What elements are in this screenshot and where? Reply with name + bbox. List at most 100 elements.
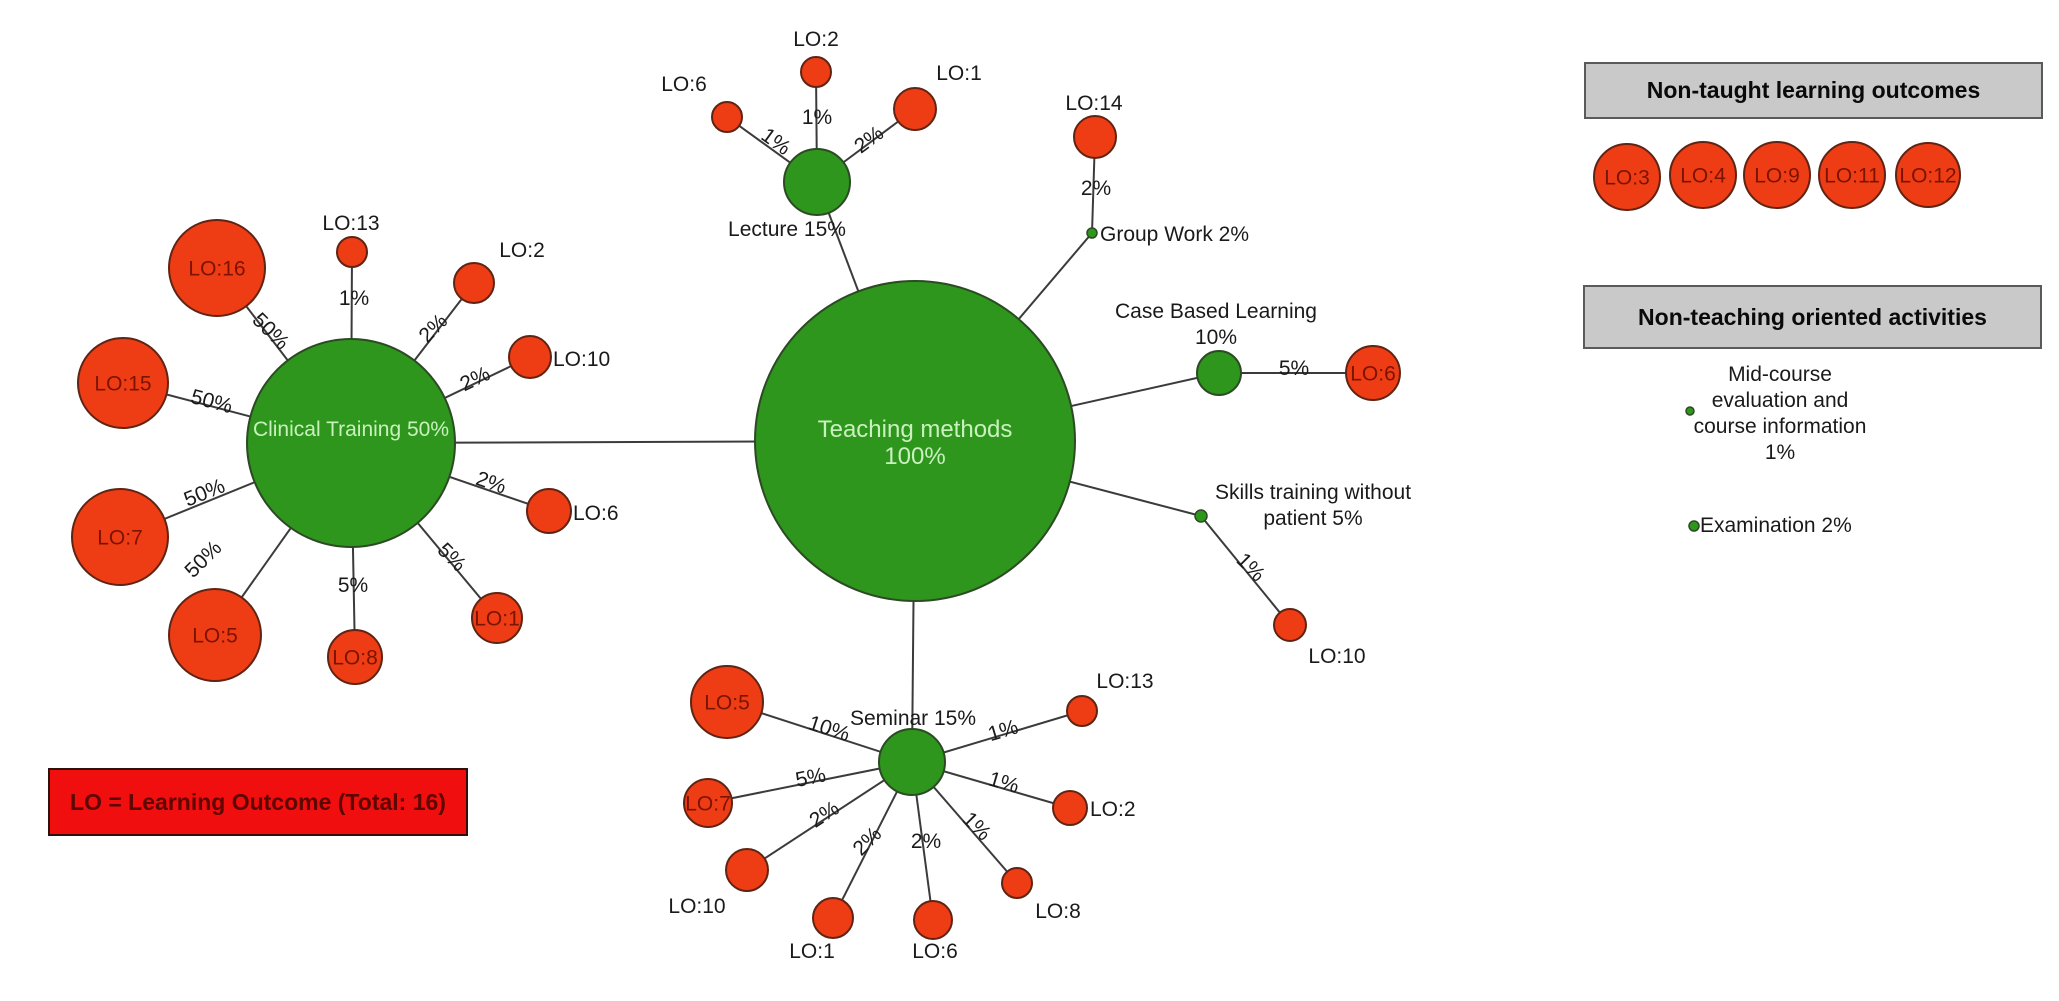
lo-legend-label: LO = Learning Outcome (Total: 16) bbox=[70, 788, 446, 815]
edge-percentage-label-seminar-se-lo1: 2% bbox=[849, 823, 887, 861]
midcourse-line-2: evaluation and bbox=[1711, 389, 1849, 412]
node-label-se-lo6: LO:6 bbox=[912, 940, 958, 963]
learning-outcome-circle-c-lo10 bbox=[508, 335, 552, 379]
node-label-nt-lo11: LO:11 bbox=[1824, 164, 1880, 187]
edge-percentage-label-cbl-cb-lo6: 5% bbox=[1279, 357, 1309, 380]
edge-percentage-label-skills-s-lo10: 1% bbox=[1232, 549, 1270, 587]
node-label-c-lo8: LO:8 bbox=[332, 646, 378, 669]
learning-outcome-circle-c-lo16 bbox=[168, 219, 266, 317]
node-label-c-lo16: LO:16 bbox=[188, 257, 245, 280]
learning-outcome-circle-g-lo14 bbox=[1073, 115, 1117, 159]
node-label-c-lo7: LO:7 bbox=[97, 526, 143, 549]
node-label-lecture: Lecture 15% bbox=[728, 218, 846, 241]
node-label-se-lo8: LO:8 bbox=[1035, 900, 1081, 923]
node-label-se-lo1: LO:1 bbox=[789, 940, 835, 963]
edge-percentage-label-seminar-se-lo8: 1% bbox=[958, 808, 996, 846]
node-label-l-lo6: LO:6 bbox=[661, 73, 707, 96]
node-label-nt-lo4: LO:4 bbox=[1680, 164, 1726, 187]
midcourse-line-3: course information bbox=[1693, 415, 1867, 438]
node-label-se-lo13: LO:13 bbox=[1096, 670, 1153, 693]
node-label-se-lo7: LO:7 bbox=[685, 792, 731, 815]
edge-percentage-label-clinical-c-lo2: 2% bbox=[415, 310, 453, 348]
node-label-g-lo14: LO:14 bbox=[1065, 92, 1123, 115]
node-label-se-lo2: LO:2 bbox=[1090, 798, 1136, 821]
learning-outcome-circle-c-lo7 bbox=[71, 488, 169, 586]
edge-percentage-label-clinical-c-lo8: 5% bbox=[338, 574, 368, 597]
edge-percentage-label-clinical-c-lo16: 50% bbox=[248, 308, 294, 354]
non-taught-header: Non-taught learning outcomes bbox=[1584, 62, 2043, 119]
node-label-se-lo5: LO:5 bbox=[704, 691, 750, 714]
edge-percentage-label-clinical-c-lo7: 50% bbox=[181, 474, 229, 511]
learning-outcome-circle-se-lo8 bbox=[1001, 867, 1033, 899]
learning-outcome-circle-nt-lo12 bbox=[1895, 142, 1961, 208]
non-teaching-header: Non-teaching oriented activities bbox=[1583, 285, 2042, 349]
node-label-teaching: Teaching methods 100% bbox=[818, 416, 1013, 470]
node-label-skills: Skills training without patient 5% bbox=[1215, 481, 1411, 530]
edge-seminar-se-lo7 bbox=[707, 761, 913, 804]
activity-node-skills bbox=[1194, 509, 1208, 523]
node-label-c-lo6: LO:6 bbox=[573, 502, 619, 525]
node-label-nt-lo12: LO:12 bbox=[1899, 164, 1956, 187]
learning-outcome-circle-se-lo2 bbox=[1052, 790, 1088, 826]
edge-percentage-label-clinical-c-lo10: 2% bbox=[457, 362, 494, 396]
learning-outcome-circle-se-lo7 bbox=[683, 778, 733, 828]
edge-percentage-label-seminar-se-lo5: 10% bbox=[805, 711, 852, 746]
node-label-se-lo10: LO:10 bbox=[668, 895, 725, 918]
activity-node-cbl bbox=[1196, 350, 1242, 396]
node-label-nt-lo9: LO:9 bbox=[1754, 164, 1800, 187]
node-label-seminar: Seminar 15% bbox=[850, 707, 976, 730]
learning-outcome-circle-c-lo6 bbox=[526, 488, 572, 534]
edge-percentage-label-lecture-l-lo2: 1% bbox=[802, 106, 832, 129]
learning-outcome-circle-s-lo10 bbox=[1273, 608, 1307, 642]
activity-node-lecture bbox=[783, 148, 851, 216]
lo-legend-box: LO = Learning Outcome (Total: 16) bbox=[48, 768, 468, 836]
midcourse-line-4: 1% bbox=[1764, 441, 1796, 464]
activity-node-seminar bbox=[878, 728, 946, 796]
examination-label: Examination 2% bbox=[1700, 514, 1852, 537]
edge-percentage-label-clinical-c-lo6: 2% bbox=[473, 467, 509, 499]
learning-outcome-circle-nt-lo9 bbox=[1743, 141, 1811, 209]
activity-node-groupwork bbox=[1086, 227, 1098, 239]
non-taught-header-label: Non-taught learning outcomes bbox=[1646, 77, 1981, 103]
activity-node-teaching bbox=[754, 280, 1076, 602]
edge-percentage-label-clinical-c-lo13: 1% bbox=[339, 287, 369, 310]
edge-percentage-label-clinical-c-lo15: 50% bbox=[188, 385, 235, 418]
node-label-l-lo2: LO:2 bbox=[793, 28, 839, 51]
node-label-clinical: Clinical Training 50% bbox=[253, 418, 449, 441]
midcourse-evaluation-label: Mid-course evaluation and course informa… bbox=[1630, 362, 1930, 466]
learning-outcome-circle-c-lo8 bbox=[327, 629, 383, 685]
node-label-s-lo10: LO:10 bbox=[1308, 645, 1365, 668]
edge-percentage-label-clinical-c-lo1: 5% bbox=[433, 539, 471, 577]
node-label-l-lo1: LO:1 bbox=[936, 62, 982, 85]
node-label-c-lo2: LO:2 bbox=[499, 239, 545, 262]
edge-percentage-label-seminar-se-lo2: 1% bbox=[986, 767, 1022, 798]
midcourse-line-1: Mid-course bbox=[1728, 363, 1832, 386]
edge-percentage-label-seminar-se-lo6: 2% bbox=[911, 830, 941, 853]
learning-outcome-circle-cb-lo6 bbox=[1345, 345, 1401, 401]
edge-percentage-label-groupwork-g-lo14: 2% bbox=[1081, 177, 1111, 200]
node-label-c-lo5: LO:5 bbox=[192, 624, 238, 647]
learning-outcome-circle-l-lo2 bbox=[800, 56, 832, 88]
learning-outcome-circle-l-lo1 bbox=[893, 87, 937, 131]
edge-percentage-label-lecture-l-lo6: 1% bbox=[757, 124, 795, 160]
learning-outcome-circle-nt-lo3 bbox=[1593, 143, 1661, 211]
learning-outcome-circle-se-lo6 bbox=[913, 900, 953, 940]
node-label-c-lo13: LO:13 bbox=[322, 212, 379, 235]
learning-outcome-circle-c-lo2 bbox=[453, 262, 495, 304]
learning-outcome-circle-c-lo1 bbox=[471, 592, 523, 644]
learning-outcome-circle-se-lo13 bbox=[1066, 695, 1098, 727]
edge-percentage-label-seminar-se-lo13: 1% bbox=[985, 715, 1021, 746]
node-label-cb-lo6: LO:6 bbox=[1350, 362, 1396, 385]
activity-node-midcourse-dot bbox=[1685, 406, 1695, 416]
edge-percentage-label-clinical-c-lo5: 50% bbox=[180, 536, 226, 582]
learning-outcome-circle-se-lo10 bbox=[725, 848, 769, 892]
activity-node-exam-dot bbox=[1688, 520, 1700, 532]
node-label-nt-lo3: LO:3 bbox=[1604, 166, 1650, 189]
node-label-c-lo10: LO:10 bbox=[553, 348, 610, 371]
learning-outcome-circle-l-lo6 bbox=[711, 101, 743, 133]
learning-outcome-circle-se-lo5 bbox=[690, 665, 764, 739]
node-label-cbl: Case Based Learning 10% bbox=[1115, 300, 1317, 349]
learning-outcome-circle-c-lo15 bbox=[77, 337, 169, 429]
